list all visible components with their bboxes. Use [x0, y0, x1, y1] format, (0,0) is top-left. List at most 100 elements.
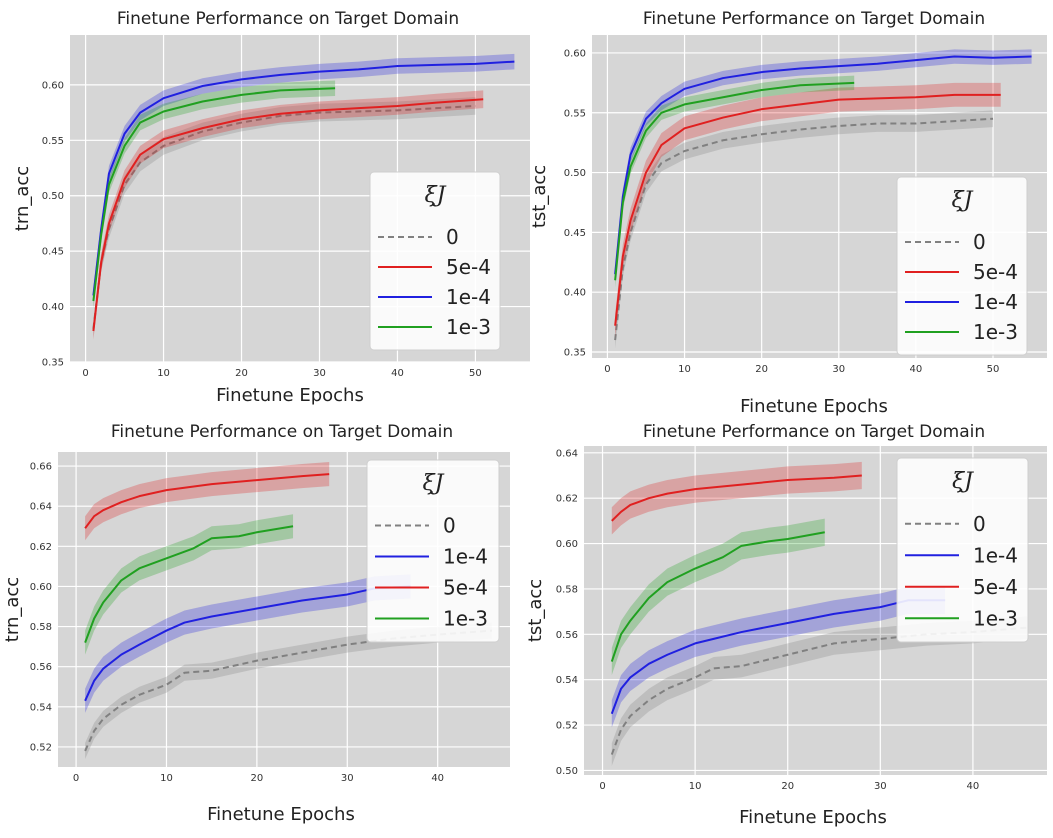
y-tick-label: 0.55	[564, 108, 586, 119]
legend-label-5e-4: 5e-4	[973, 575, 1018, 599]
legend-label-5e-4: 5e-4	[446, 255, 491, 279]
legend-label-1e-3: 1e-3	[446, 315, 491, 339]
series-line-1e-3	[614, 81, 855, 281]
x-tick-label: 10	[678, 364, 691, 375]
x-tick-label: 30	[341, 773, 354, 784]
legend-title: ξJ	[423, 471, 445, 496]
series-line-1e-3	[92, 87, 336, 302]
x-tick-label: 50	[987, 364, 1000, 375]
x-tick-label: 10	[157, 368, 170, 379]
x-axis-label: Finetune Epochs	[216, 385, 364, 406]
series-band-5e-4	[85, 462, 330, 541]
legend-label-5e-4: 5e-4	[443, 576, 488, 600]
y-tick-label: 0.35	[42, 358, 64, 369]
y-axis-label: tst_acc	[525, 579, 546, 642]
y-tick-label: 0.66	[30, 462, 52, 473]
series-line-1e-4	[614, 55, 1032, 275]
x-tick-label: 10	[160, 773, 173, 784]
x-tick-label: 20	[251, 773, 264, 784]
series-line-5e-4	[611, 474, 862, 522]
legend: ξJ 0 1e-4 5e-4 1e-3	[366, 459, 500, 643]
legend-title: ξJ	[952, 469, 974, 494]
y-tick-label: 0.35	[564, 348, 586, 359]
legend: ξJ 0 5e-4 1e-4 1e-3	[369, 171, 501, 351]
legend-label-1e-3: 1e-3	[443, 607, 488, 631]
chart-title: Finetune Performance on Target Domain	[111, 422, 453, 442]
y-tick-label: 0.56	[556, 630, 578, 641]
chart-panel-4: 0.50 0.52 0.54 0.56 0.58 0.60 0.62 0.64 0 10 20 30 4…	[525, 422, 1047, 828]
legend-label-1e-4: 1e-4	[443, 545, 488, 569]
y-tick-label: 0.58	[30, 622, 52, 633]
x-tick-label: 30	[874, 781, 887, 792]
legend-label-0: 0	[443, 514, 456, 538]
y-tick-label: 0.64	[556, 448, 578, 459]
x-tick-label: 30	[832, 364, 845, 375]
y-tick-label: 0.64	[30, 502, 52, 513]
chart-panel-2: 0.35 0.40 0.45 0.50 0.55 0.60 0 10 20 30 40 50 Finet…	[529, 9, 1047, 417]
y-tick-label: 0.54	[556, 675, 578, 686]
series-line-5e-4	[92, 98, 484, 332]
y-tick-label: 0.45	[564, 228, 586, 239]
legend-label-0: 0	[973, 512, 986, 536]
series-line-1e-3	[84, 525, 294, 643]
y-tick-label: 0.52	[556, 721, 578, 732]
chart-title: Finetune Performance on Target Domain	[643, 422, 985, 442]
legend: ξJ 0 1e-4 5e-4 1e-3	[896, 457, 1029, 643]
y-tick-label: 0.62	[30, 542, 52, 553]
x-tick-label: 40	[431, 773, 444, 784]
legend-label-1e-4: 1e-4	[973, 290, 1018, 314]
series-band-1e-3	[611, 518, 825, 676]
series-line-0	[610, 626, 1029, 755]
x-tick-label: 40	[910, 364, 923, 375]
legend-box	[369, 171, 501, 351]
legend-title: ξJ	[952, 188, 974, 213]
legend-label-1e-3: 1e-3	[973, 606, 1018, 630]
legend-label-0: 0	[446, 225, 459, 249]
legend-label-5e-4: 5e-4	[973, 260, 1018, 284]
legend-box	[896, 176, 1028, 356]
y-axis-label: tst_acc	[529, 165, 550, 228]
y-tick-label: 0.45	[42, 247, 64, 258]
x-tick-label: 0	[599, 781, 605, 792]
series-line-5e-4	[614, 93, 1001, 326]
series-line-1e-4	[610, 599, 946, 715]
y-tick-label: 0.40	[42, 302, 64, 313]
series-line-0	[614, 117, 994, 341]
series-line-0	[92, 104, 476, 329]
series-line-1e-4	[84, 585, 411, 702]
chart-title: Finetune Performance on Target Domain	[117, 9, 459, 29]
x-tick-label: 20	[235, 368, 248, 379]
y-tick-label: 0.50	[556, 766, 578, 777]
y-tick-label: 0.55	[42, 136, 64, 147]
x-tick-label: 10	[689, 781, 702, 792]
y-tick-label: 0.58	[556, 584, 578, 595]
y-tick-label: 0.56	[30, 662, 52, 673]
x-tick-label: 30	[313, 368, 326, 379]
chart-panel-1: 0.35 0.40 0.45 0.50 0.55 0.60 0 10 20 30 40 50 Finet…	[12, 9, 530, 406]
x-tick-label: 50	[469, 368, 482, 379]
x-tick-label: 40	[967, 781, 980, 792]
x-tick-label: 0	[604, 364, 610, 375]
x-axis-label: Finetune Epochs	[207, 804, 355, 825]
y-tick-label: 0.62	[556, 494, 578, 505]
legend-label-1e-4: 1e-4	[973, 543, 1018, 567]
y-tick-label: 0.50	[564, 168, 586, 179]
y-tick-label: 0.50	[42, 191, 64, 202]
legend-label-0: 0	[973, 230, 986, 254]
x-tick-label: 0	[82, 368, 88, 379]
y-axis-label: trn_acc	[2, 577, 23, 642]
legend-box	[896, 457, 1029, 643]
legend-title: ξJ	[425, 183, 447, 208]
legend: ξJ 0 5e-4 1e-4 1e-3	[896, 176, 1028, 356]
y-tick-label: 0.60	[556, 539, 578, 550]
chart-title: Finetune Performance on Target Domain	[643, 9, 985, 29]
x-axis-label: Finetune Epochs	[740, 396, 888, 417]
y-tick-label: 0.40	[564, 288, 586, 299]
series-line-1e-3	[610, 531, 825, 662]
x-tick-label: 20	[781, 781, 794, 792]
x-axis-label: Finetune Epochs	[739, 807, 887, 828]
legend-label-1e-4: 1e-4	[446, 285, 491, 309]
x-tick-label: 20	[755, 364, 768, 375]
